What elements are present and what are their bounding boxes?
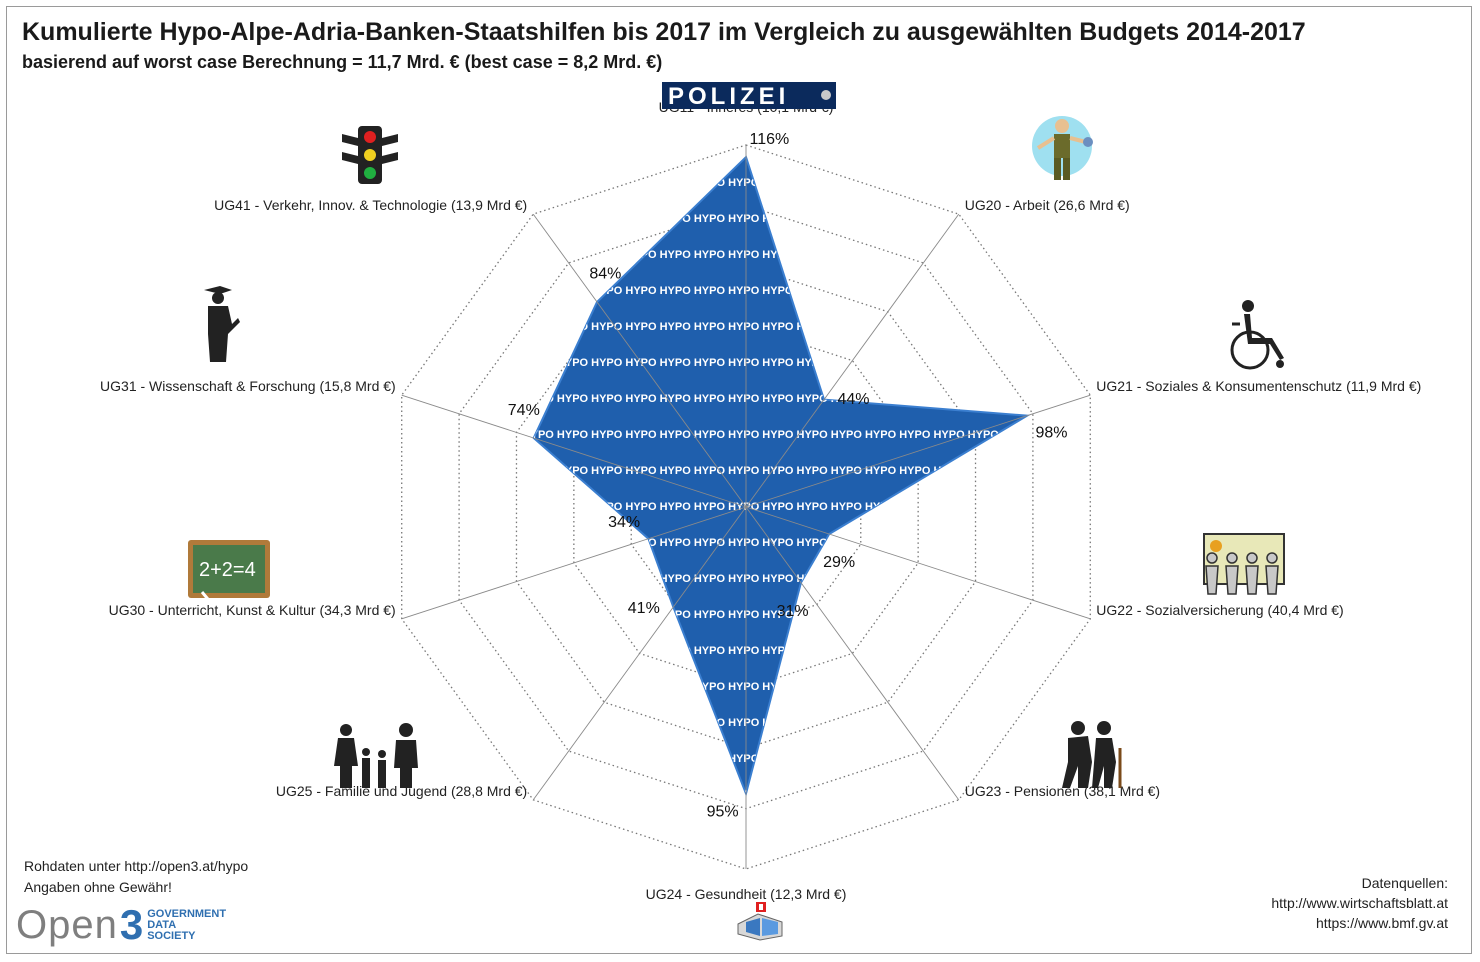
logo-line-data: DATA [147,918,177,931]
hypo-text-row: HYPO HYPO HYPO HYPO HYPO HYPO HYPO HYPO … [420,465,1239,477]
chalkboard-text: 2+2=4 [199,559,256,581]
wheelchair-icon [1230,300,1284,370]
logo-subtext: GOVERNMENT DATA SOCIETY [147,907,227,942]
value-label: 29% [823,554,855,571]
chart-frame [6,6,1472,954]
grid-ring-4 [515,264,977,750]
polizei-text: POLIZEI [668,83,789,110]
axis-line [532,213,747,508]
axis-line [532,506,747,801]
hypo-text-row: HYPO HYPO HYPO HYPO HYPO HYPO HYPO HYPO … [420,429,1239,441]
category-label: UG30 - Unterricht, Kunst & Kultur (34,3 … [109,602,396,618]
logo-open-text: Open [16,902,118,947]
hypo-text-row: HYPO HYPO HYPO HYPO HYPO HYPO HYPO HYPO … [420,717,1239,729]
category-label: UG23 - Pensionen (38,1 Mrd €) [965,783,1160,799]
value-labels: 116% 44% 98% 29% 31% 95% 41% 34% 74% 84% [508,131,1068,821]
logo-line-government: GOVERNMENT [147,907,227,920]
grid-ring-6 [401,144,1091,870]
hypo-text-row: HYPO HYPO HYPO HYPO HYPO HYPO HYPO HYPO … [420,321,1239,333]
value-label: 95% [707,804,739,821]
people-chain-icon [1203,533,1285,595]
chart-title: Kumulierte Hypo-Alpe-Adria-Banken-Staats… [22,18,1306,46]
value-label: 31% [777,603,809,620]
category-label: UG22 - Sozialversicherung (40,4 Mrd €) [1096,602,1343,618]
source-wirtschaftsblatt: http://www.wirtschaftsblatt.at [1271,895,1448,911]
source-bmf: https://www.bmf.gv.at [1315,915,1448,931]
hypo-text-row: HYPO HYPO HYPO HYPO HYPO HYPO HYPO HYPO … [420,177,1239,189]
hypo-text-row: HYPO HYPO HYPO HYPO HYPO HYPO HYPO HYPO … [420,357,1239,369]
chart-subtitle: basierend auf worst case Berechnung = 11… [22,52,663,72]
worker-icon [1032,116,1093,180]
value-label: 98% [1035,424,1067,441]
open3-logo: Open 3 GOVERNMENT DATA SOCIETY [16,901,227,948]
hypo-fill-text: HYPO HYPO HYPO HYPO HYPO HYPO HYPO HYPO … [420,141,1239,873]
hypo-text-row: HYPO HYPO HYPO HYPO HYPO HYPO HYPO HYPO … [420,501,1239,513]
elderly-couple-icon [1062,721,1122,788]
category-label: UG24 - Gesundheit (12,3 Mrd €) [646,886,847,902]
data-area: HYPO HYPO HYPO HYPO HYPO HYPO HYPO HYPO … [420,141,1239,873]
value-label: 74% [508,402,540,419]
category-label: UG31 - Wissenschaft & Forschung (15,8 Mr… [100,378,396,394]
hypo-text-row: HYPO HYPO HYPO HYPO HYPO HYPO HYPO HYPO … [420,861,1239,873]
disclaimer-note: Angaben ohne Gewähr! [24,879,172,895]
axis-line [745,506,1091,620]
hypo-text-row: HYPO HYPO HYPO HYPO HYPO HYPO HYPO HYPO … [420,285,1239,297]
value-label: 84% [589,266,621,283]
hypo-text-row: HYPO HYPO HYPO HYPO HYPO HYPO HYPO HYPO … [420,825,1239,837]
category-label: UG41 - Verkehr, Innov. & Technologie (13… [214,197,527,213]
value-label: 34% [608,514,640,531]
hypo-text-row: HYPO HYPO HYPO HYPO HYPO HYPO HYPO HYPO … [420,393,1239,405]
graduate-icon [204,286,240,362]
axis-line [745,394,1091,508]
hypo-text-row: HYPO HYPO HYPO HYPO HYPO HYPO HYPO HYPO … [420,753,1239,765]
raw-data-note: Rohdaten unter http://open3.at/hypo [24,858,249,874]
radar-axes [401,145,1091,869]
traffic-light-icon [342,126,398,184]
logo-three-text: 3 [119,901,144,948]
sources-title: Datenquellen: [1361,875,1448,891]
axis-line [745,213,960,508]
value-label: 44% [838,391,870,408]
chalkboard-icon: 2+2=4 [188,540,270,605]
category-label: UG21 - Soziales & Konsumentenschutz (11,… [1096,378,1421,394]
family-icon [334,723,418,788]
hypo-text-row: HYPO HYPO HYPO HYPO HYPO HYPO HYPO HYPO … [420,573,1239,585]
axis-line [401,506,747,620]
category-label: UG25 - Familie und Jugend (28,8 Mrd €) [276,783,527,799]
hypo-text-row: HYPO HYPO HYPO HYPO HYPO HYPO HYPO HYPO … [420,141,1239,153]
hypo-text-row: HYPO HYPO HYPO HYPO HYPO HYPO HYPO HYPO … [420,249,1239,261]
hypo-text-row: HYPO HYPO HYPO HYPO HYPO HYPO HYPO HYPO … [420,681,1239,693]
value-label: 116% [750,131,790,148]
hypo-text-row: HYPO HYPO HYPO HYPO HYPO HYPO HYPO HYPO … [420,213,1239,225]
hypo-text-row: HYPO HYPO HYPO HYPO HYPO HYPO HYPO HYPO … [420,645,1239,657]
category-label: UG20 - Arbeit (26,6 Mrd €) [965,197,1130,213]
axis-line [745,506,960,801]
polizei-icon: POLIZEI [662,82,836,110]
hypo-text-row: HYPO HYPO HYPO HYPO HYPO HYPO HYPO HYPO … [420,537,1239,549]
value-label: 41% [628,600,660,617]
hospital-icon [737,902,783,941]
axis-line [401,394,747,508]
logo-line-society: SOCIETY [147,929,196,942]
